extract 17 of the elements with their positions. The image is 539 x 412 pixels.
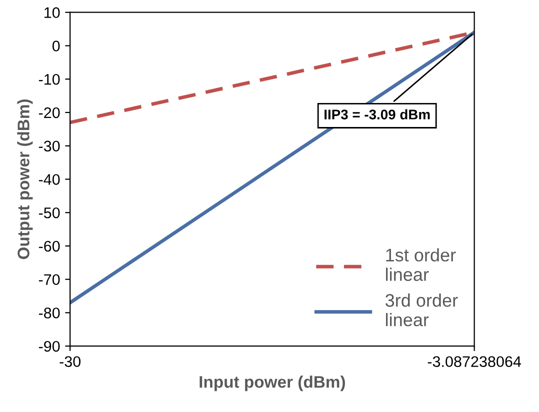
- y-tick-label: -90: [38, 340, 60, 352]
- legend-label: 3rd order linear: [386, 294, 458, 326]
- legend-label: 1st order linear: [386, 248, 456, 281]
- y-tick-label: -10: [38, 74, 60, 85]
- y-axis-title: Output power (dBm): [17, 100, 33, 260]
- y-tick-label: -40: [38, 174, 60, 185]
- y-tick-label: -30: [38, 140, 60, 152]
- x-axis-title: Input power (dBm): [200, 376, 345, 392]
- y-tick-label: -20: [38, 107, 60, 118]
- y-tick-label: -60: [38, 240, 60, 252]
- y-tick-label: -80: [38, 308, 60, 318]
- x-tick-label: -3.087238064: [428, 356, 522, 368]
- y-tick-label: -50: [38, 207, 60, 218]
- annotation: IIP3 = -3.09 dBm: [324, 109, 430, 120]
- y-tick-label: 0: [52, 40, 60, 52]
- y-tick-label: 10: [44, 7, 60, 18]
- y-tick-label: -70: [38, 274, 60, 286]
